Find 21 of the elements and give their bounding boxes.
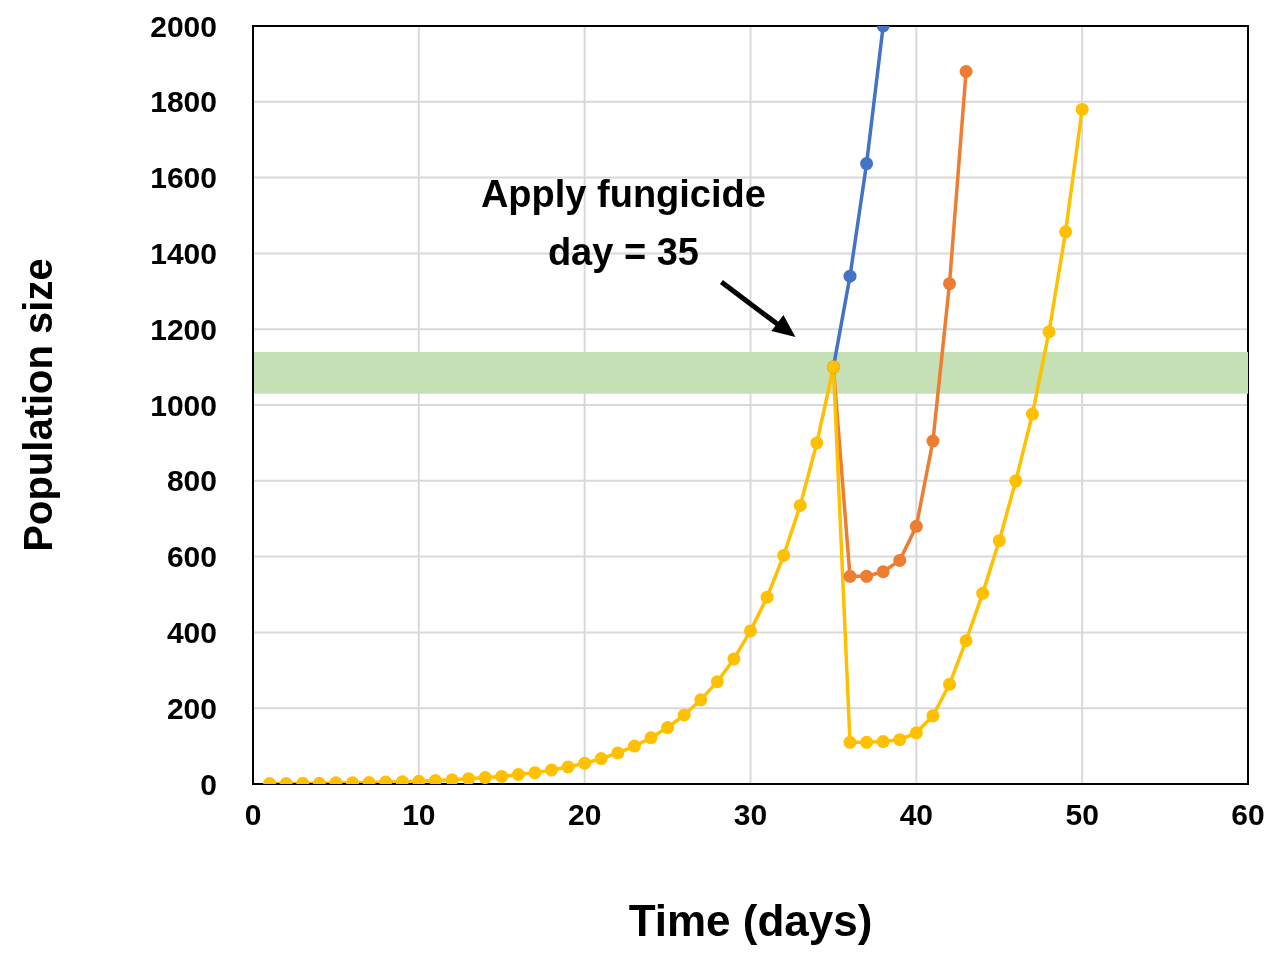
x-tick-label: 40: [899, 798, 934, 832]
y-tick-label: 1000: [150, 388, 217, 422]
y-tick-label: 1200: [150, 312, 217, 346]
y-axis-title: Population size: [16, 258, 60, 552]
x-tick-label: 50: [1065, 798, 1099, 832]
x-tick-label: 0: [244, 798, 262, 832]
y-tick-label: 400: [166, 616, 217, 650]
y-tick-label: 2000: [150, 9, 217, 43]
y-tick-label: 200: [166, 691, 217, 725]
x-tick-label: 10: [402, 798, 436, 832]
annotation: Apply fungicide day = 35: [480, 173, 766, 274]
y-tick-label: 800: [166, 464, 217, 498]
x-axis-title: Time (days): [628, 896, 873, 945]
y-tick-label: 600: [166, 540, 217, 574]
x-tick-label: 60: [1231, 798, 1265, 832]
x-tick-label: 30: [733, 798, 768, 832]
y-tick-label: 0: [200, 767, 217, 801]
y-tick-label: 1600: [150, 161, 217, 195]
x-tick-label: 20: [567, 798, 602, 832]
y-tick-label: 1400: [150, 237, 217, 271]
y-tick-label: 1800: [150, 85, 217, 119]
